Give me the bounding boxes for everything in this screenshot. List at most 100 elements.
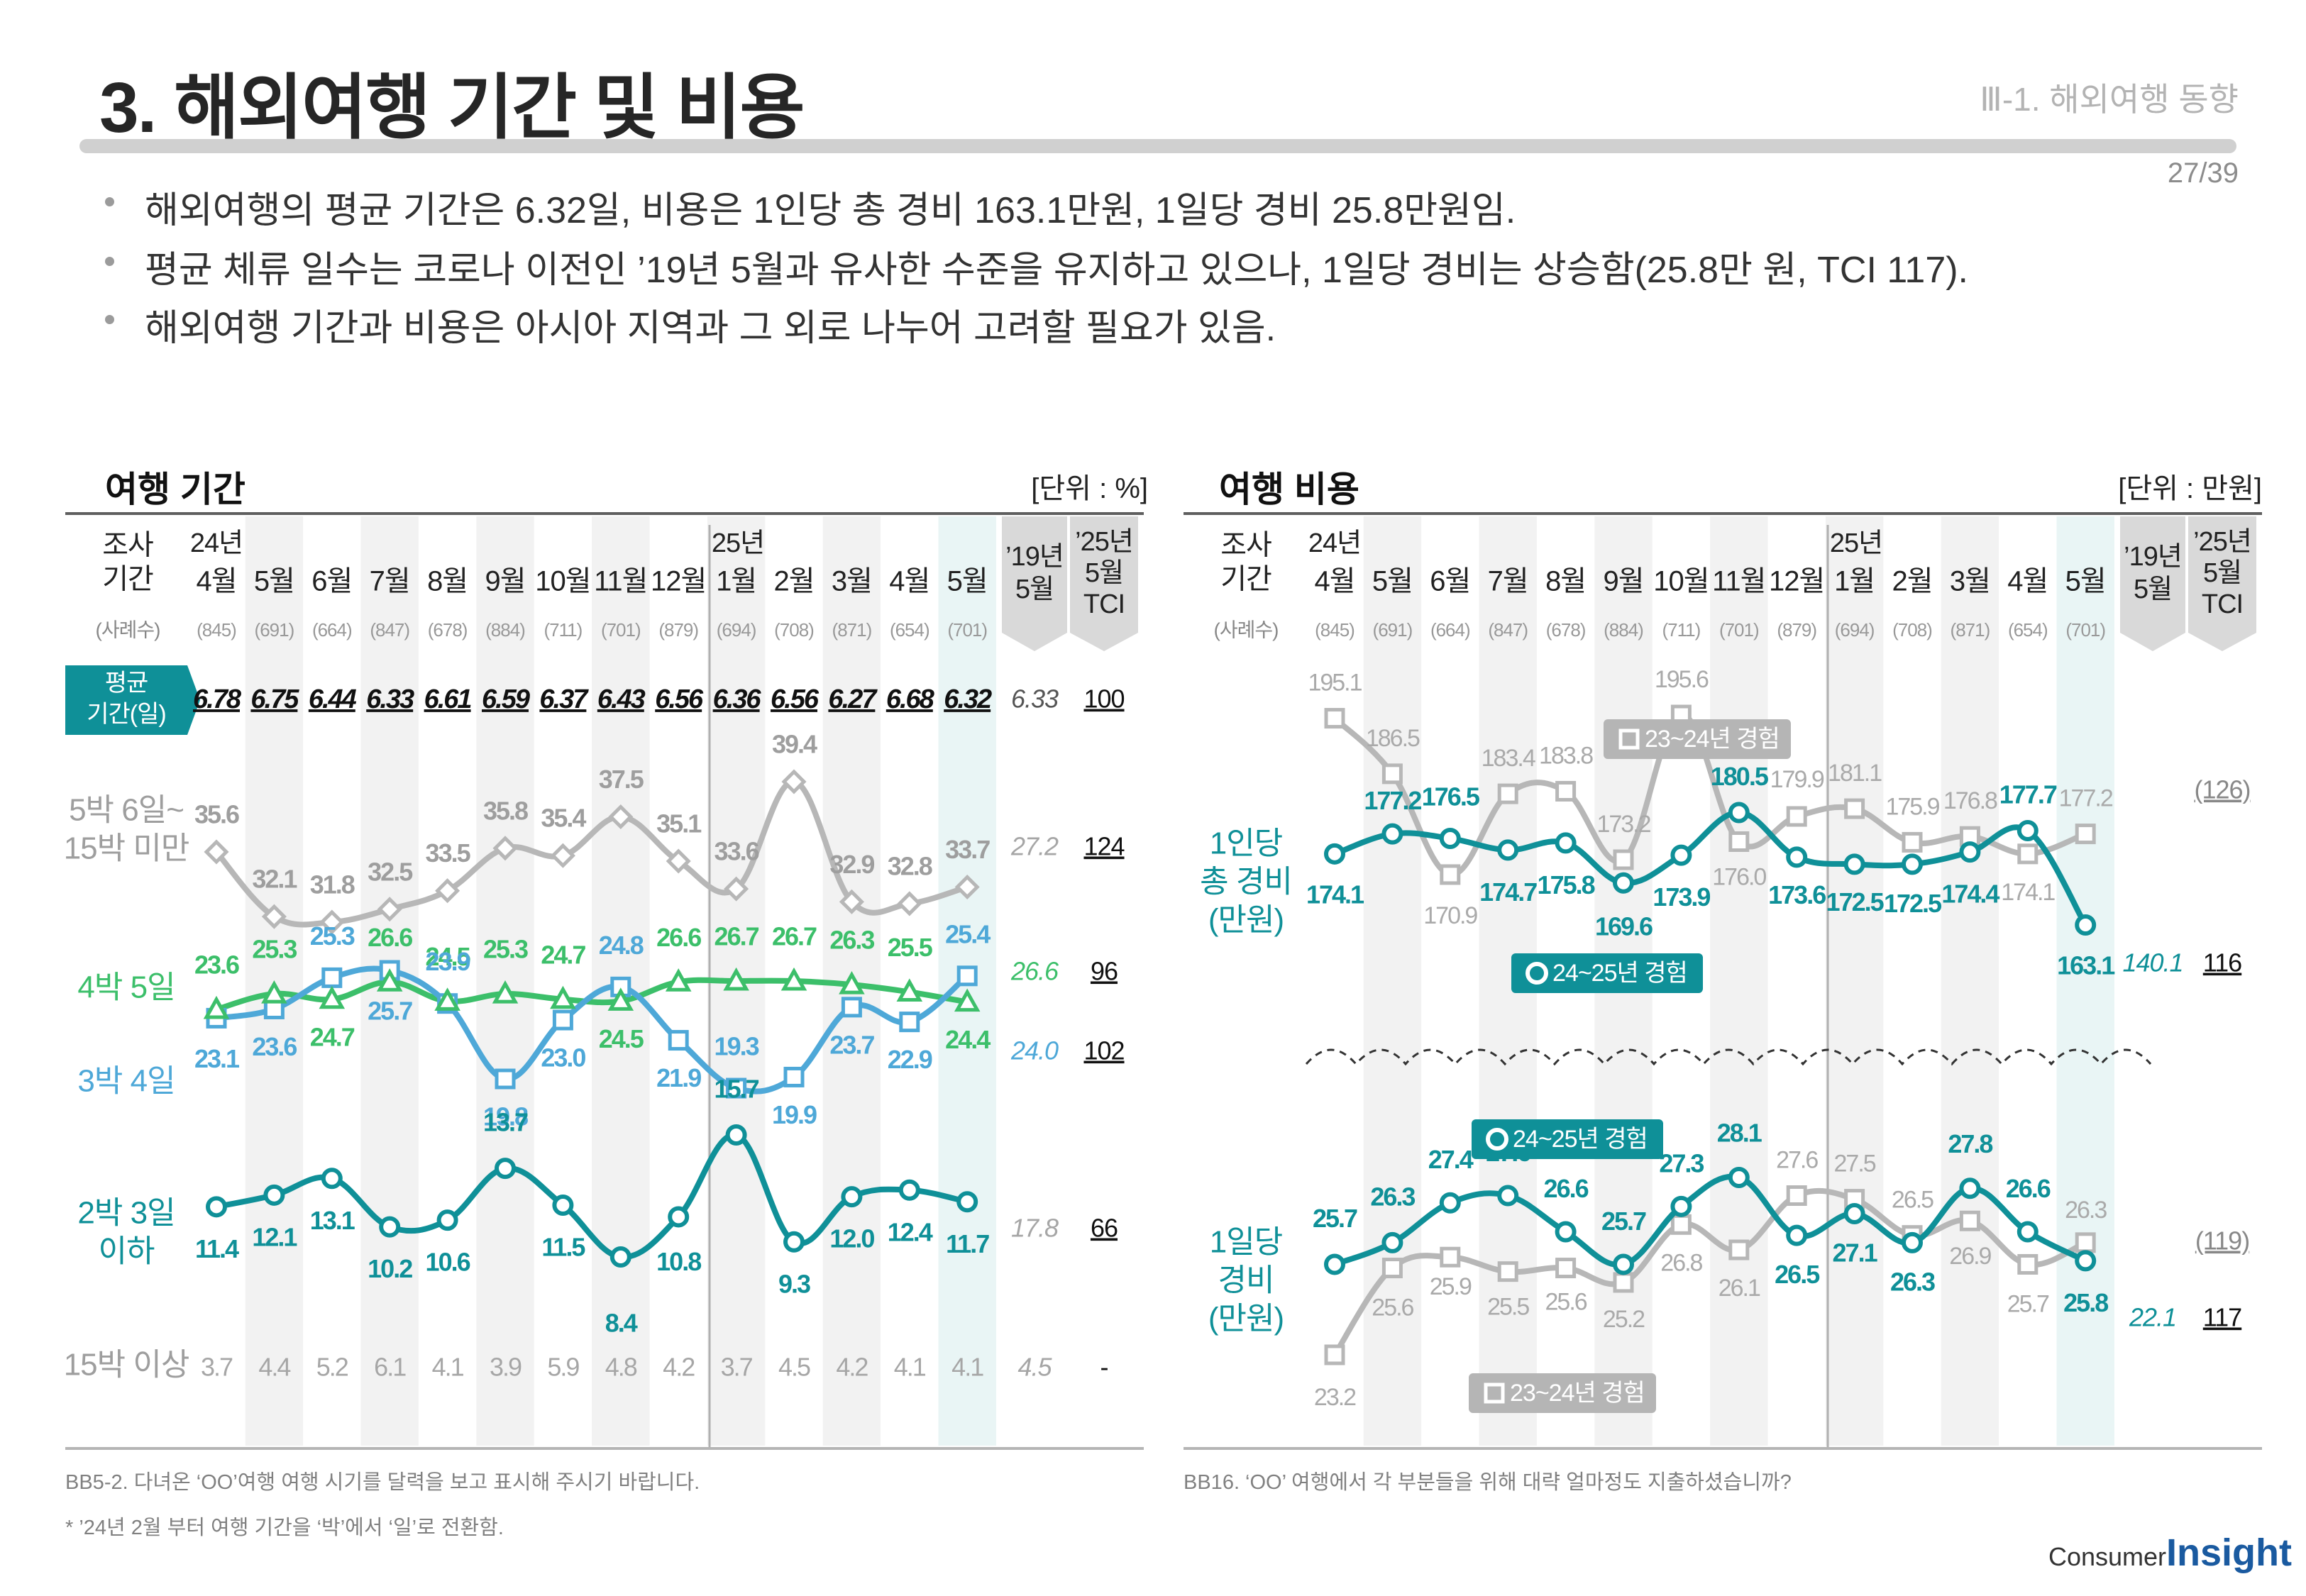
series-value-19: 4.5 <box>1017 1353 1052 1382</box>
duration-sample-size: (884) <box>485 619 525 641</box>
cost-per-person-previous-marker <box>1497 783 1518 804</box>
cost-tci-tab <box>2188 516 2256 651</box>
cost-per-person-previous-marker <box>1613 849 1634 870</box>
cost-per-day-label: (만원) <box>1208 1302 1284 1336</box>
series-4n5d-value: 24.5 <box>426 942 471 971</box>
cost-sample-size: (847) <box>1488 619 1528 641</box>
cost-per-day-previous-value: 27.6 <box>1776 1146 1818 1173</box>
series-long-marker <box>666 848 691 874</box>
cost-month-label: 5월 <box>2065 566 2106 597</box>
page-title: 3. 해외여행 기간 및 비용 <box>99 68 805 148</box>
duration-month-label: 9월 <box>485 566 525 597</box>
cost-per-person-previous-marker <box>2017 843 2039 865</box>
series-value-19: 17.8 <box>1011 1214 1059 1243</box>
average-value: 6.37 <box>539 685 589 714</box>
cost-per-person-previous-marker <box>1555 780 1577 802</box>
series-long-value: 31.8 <box>310 870 355 899</box>
legend-day-current-box <box>1472 1119 1663 1159</box>
series-2n3d-label: 이하 <box>99 1234 155 1269</box>
cost-per-person-previous-value: 183.8 <box>1539 742 1593 769</box>
cost-per-person-previous-value: 175.9 <box>1885 793 1939 820</box>
cost-per-day-value-19: 22.1 <box>2129 1303 2176 1332</box>
cost-current-month-shade <box>2056 516 2114 1446</box>
cost-per-person-current-marker <box>1613 872 1634 894</box>
cost-per-day-previous-marker <box>1497 1261 1518 1282</box>
series-3n4d-marker <box>899 1012 920 1033</box>
cost-tci-header: 5월 <box>2203 558 2241 588</box>
logo-insight-text: Insight <box>2166 1531 2292 1574</box>
series-3n4d-value: 21.9 <box>656 1063 701 1092</box>
series-15n-value: 4.2 <box>663 1353 695 1382</box>
cost-per-day-previous-value: 25.6 <box>1545 1289 1587 1316</box>
series-2n3d-value: 13.7 <box>483 1108 528 1137</box>
duration-header-survey: 조사 <box>102 530 153 561</box>
duration-col19-header: ’19년 <box>1005 542 1064 572</box>
duration-sample-size: (678) <box>428 619 468 641</box>
cost-per-day-current-value: 26.3 <box>1370 1182 1415 1211</box>
duration-year-24: 24년 <box>190 528 243 558</box>
series-4n5d-value: 26.3 <box>829 926 874 955</box>
cost-header-survey: 조사 <box>1220 530 1271 561</box>
duration-sample-size: (871) <box>832 619 872 641</box>
cost-per-day-previous-value: 27.5 <box>1834 1151 1876 1177</box>
average-label: 평균 <box>105 670 148 697</box>
series-2n3d-value: 15.7 <box>715 1075 759 1104</box>
series-15n-value: 5.2 <box>316 1353 348 1382</box>
series-4n5d-value: 25.5 <box>888 933 933 962</box>
series-4n5d-value: 25.3 <box>252 935 297 964</box>
cost-per-person-current-marker <box>1381 823 1403 845</box>
series-long-value: 32.5 <box>368 857 413 886</box>
duration-top-rule <box>65 512 1144 515</box>
cost-per-person-previous-value: 195.1 <box>1308 670 1362 697</box>
series-3n4d-value: 19.9 <box>772 1100 817 1129</box>
cost-per-day-previous-value: 25.9 <box>1430 1273 1472 1300</box>
series-3n4d-value: 23.7 <box>829 1030 874 1059</box>
series-3n4d-marker <box>725 1124 747 1146</box>
company-logo: ConsumerInsight <box>2048 1531 2292 1575</box>
cost-column-shade <box>1825 516 1884 1446</box>
cost-per-person-current-value: 174.7 <box>1479 877 1537 907</box>
series-3n4d-value: 23.1 <box>194 1044 240 1073</box>
cost-sample-size: (711) <box>1662 619 1701 641</box>
cost-per-day-previous-marker <box>2075 1232 2096 1253</box>
series-value-19: 24.0 <box>1010 1036 1059 1065</box>
series-15n-value: 4.5 <box>778 1353 810 1382</box>
series-tci: 96 <box>1091 957 1118 986</box>
cost-per-day-current-marker <box>1843 1203 1865 1225</box>
cost-per-person-previous-value: 181.1 <box>1828 760 1882 787</box>
cost-month-label: 4월 <box>2007 566 2048 597</box>
cost-per-person-current-value: 175.8 <box>1538 870 1595 899</box>
duration-col19-tab <box>1002 516 1067 651</box>
cost-per-day-current-line <box>1332 1173 2089 1268</box>
cost-per-person-current-marker <box>2017 820 2039 842</box>
series-long-label: 15박 미만 <box>64 831 189 866</box>
series-15n-value: 4.4 <box>258 1353 290 1382</box>
series-15n-value: 3.7 <box>721 1353 753 1382</box>
cost-per-person-previous-marker <box>1728 831 1750 853</box>
cost-per-person-current-marker <box>1555 832 1577 854</box>
cost-sample-size: (879) <box>1777 619 1816 641</box>
cost-sample-size: (845) <box>1315 619 1355 641</box>
series-2n3d-value: 11.7 <box>946 1229 989 1258</box>
series-3n4d-marker <box>783 1231 805 1253</box>
average-value: 6.75 <box>250 685 299 714</box>
cost-per-person-current-marker <box>1497 839 1519 861</box>
cost-per-person-label: 1인당 <box>1210 826 1282 861</box>
cost-per-person-tci: 116 <box>2203 948 2241 977</box>
cost-per-day-previous-value: 26.5 <box>1892 1187 1933 1214</box>
cost-per-day-previous-marker <box>1324 1344 1345 1365</box>
cost-month-label: 6월 <box>1430 566 1470 597</box>
cost-per-person-previous-value: 176.8 <box>1943 787 1997 814</box>
cost-per-day-current-value: 25.8 <box>2063 1288 2108 1317</box>
cost-per-day-previous-marker <box>1381 1258 1403 1279</box>
cost-per-day-previous-value: 23.2 <box>1314 1384 1356 1411</box>
cost-month-label: 12월 <box>1769 566 1824 597</box>
cost-month-label: 4월 <box>1314 566 1355 597</box>
series-3n4d-value: 24.8 <box>599 931 644 960</box>
cost-per-person-previous-marker <box>1324 708 1345 729</box>
series-tci: 102 <box>1083 1036 1124 1065</box>
series-value-19: 26.6 <box>1010 957 1059 986</box>
series-4n5d-marker <box>203 995 230 1019</box>
cost-per-day-current-value: 25.7 <box>1601 1207 1646 1236</box>
series-4n5d-value: 24.7 <box>310 1022 355 1051</box>
